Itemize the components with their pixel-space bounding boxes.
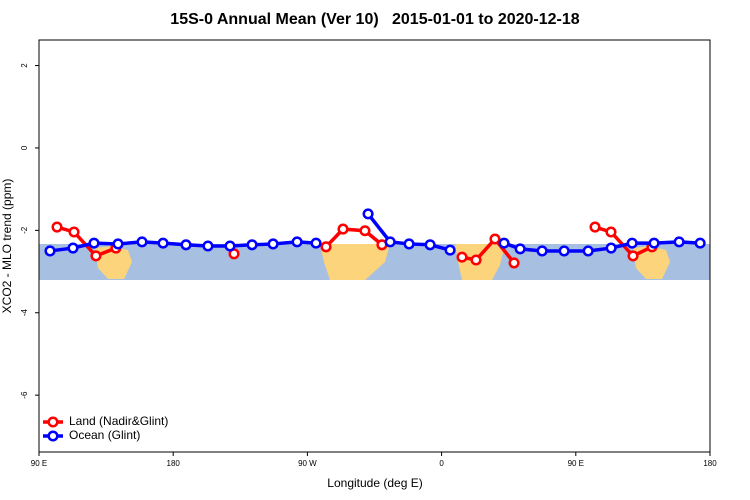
point: [359, 225, 371, 237]
point: [136, 236, 148, 248]
plot-frame: [38, 39, 711, 453]
point: [627, 250, 639, 262]
y-tick-label: -2: [20, 226, 29, 234]
point: [626, 237, 638, 249]
point: [589, 221, 601, 233]
legend-marker: [47, 430, 59, 442]
point: [291, 236, 303, 248]
x-axis-label: Longitude (deg E): [327, 476, 422, 490]
land-shape: [633, 246, 670, 279]
y-tick-label: 2: [20, 63, 29, 68]
point: [508, 257, 520, 269]
y-tick-label: -6: [20, 391, 29, 399]
point: [424, 239, 436, 251]
point: [310, 237, 322, 249]
point: [224, 240, 236, 252]
point: [648, 237, 660, 249]
x-tick-label: 90 E: [568, 459, 584, 468]
legend-label: Land (Nadir&Glint): [69, 414, 168, 428]
point: [444, 244, 456, 256]
point: [320, 241, 332, 253]
point: [246, 239, 258, 251]
point: [337, 223, 349, 235]
chart-title: 15S-0 Annual Mean (Ver 10) 2015-01-01 to…: [170, 11, 579, 28]
point: [51, 221, 63, 233]
x-tick-label: 180: [703, 459, 717, 468]
x-tick-label: 0: [439, 459, 444, 468]
point: [673, 236, 685, 248]
y-axis-label: XCO2 - MLO trend (ppm): [0, 179, 14, 314]
x-tick-label: 90 W: [298, 459, 317, 468]
point: [384, 236, 396, 248]
point: [558, 245, 570, 257]
point: [90, 250, 102, 262]
point: [498, 237, 510, 249]
point: [362, 208, 374, 220]
point: [112, 238, 124, 250]
point: [694, 237, 706, 249]
point: [403, 238, 415, 250]
point: [536, 245, 548, 257]
point: [489, 233, 501, 245]
y-tick-label: -4: [20, 309, 29, 317]
point: [157, 237, 169, 249]
land-shape: [320, 244, 390, 280]
point: [605, 242, 617, 254]
point: [470, 254, 482, 266]
point: [180, 239, 192, 251]
point: [88, 237, 100, 249]
point: [514, 243, 526, 255]
y-tick-label: 0: [20, 145, 29, 150]
point: [456, 251, 468, 263]
point: [67, 242, 79, 254]
point: [202, 240, 214, 252]
legend-marker: [47, 416, 59, 428]
point: [68, 226, 80, 238]
x-tick-label: 180: [167, 459, 181, 468]
legend-label: Ocean (Glint): [69, 428, 140, 442]
point: [605, 226, 617, 238]
point: [44, 245, 56, 257]
point: [582, 245, 594, 257]
x-tick-label: 90 E: [31, 459, 47, 468]
point: [267, 238, 279, 250]
